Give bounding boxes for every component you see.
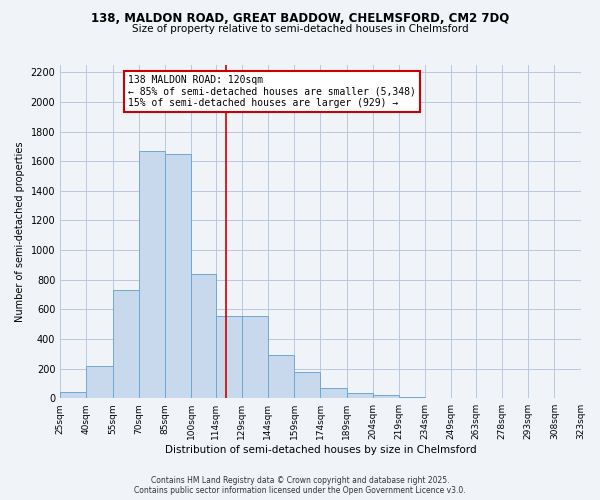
Bar <box>113 290 139 398</box>
Bar <box>320 388 347 398</box>
Bar <box>399 396 425 398</box>
Bar <box>268 354 294 398</box>
Text: 138 MALDON ROAD: 120sqm
← 85% of semi-detached houses are smaller (5,348)
15% of: 138 MALDON ROAD: 120sqm ← 85% of semi-de… <box>128 75 416 108</box>
Text: 138, MALDON ROAD, GREAT BADDOW, CHELMSFORD, CM2 7DQ: 138, MALDON ROAD, GREAT BADDOW, CHELMSFO… <box>91 12 509 26</box>
Y-axis label: Number of semi-detached properties: Number of semi-detached properties <box>15 142 25 322</box>
Bar <box>60 392 86 398</box>
X-axis label: Distribution of semi-detached houses by size in Chelmsford: Distribution of semi-detached houses by … <box>164 445 476 455</box>
Bar <box>139 151 165 398</box>
Bar <box>347 393 373 398</box>
Bar <box>215 316 242 398</box>
Bar <box>373 395 399 398</box>
Text: Size of property relative to semi-detached houses in Chelmsford: Size of property relative to semi-detach… <box>131 24 469 34</box>
Text: Contains HM Land Registry data © Crown copyright and database right 2025.
Contai: Contains HM Land Registry data © Crown c… <box>134 476 466 495</box>
Bar <box>165 154 191 398</box>
Bar <box>86 366 113 398</box>
Bar <box>294 372 320 398</box>
Bar <box>191 274 215 398</box>
Bar <box>242 316 268 398</box>
